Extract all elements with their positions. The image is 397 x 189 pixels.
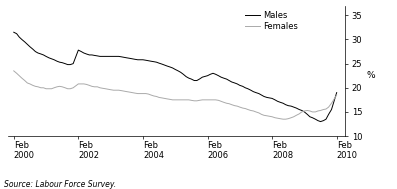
Y-axis label: %: % bbox=[366, 71, 375, 80]
Females bbox=[208, 99, 213, 101]
Legend: Males, Females: Males, Females bbox=[243, 9, 301, 34]
Text: Source: Labour Force Survey.: Source: Labour Force Survey. bbox=[4, 180, 116, 189]
Males bbox=[281, 102, 285, 104]
Males bbox=[273, 99, 278, 101]
Females bbox=[273, 117, 278, 119]
Males bbox=[119, 56, 124, 58]
Females bbox=[227, 103, 231, 105]
Males bbox=[308, 116, 312, 118]
Females bbox=[281, 118, 285, 120]
Males bbox=[12, 31, 16, 33]
Line: Males: Males bbox=[14, 32, 337, 122]
Females bbox=[12, 70, 16, 72]
Males bbox=[227, 79, 231, 82]
Females bbox=[283, 118, 288, 120]
Line: Females: Females bbox=[14, 71, 337, 119]
Males bbox=[318, 120, 323, 123]
Females bbox=[119, 90, 124, 92]
Males bbox=[208, 73, 213, 75]
Males bbox=[334, 91, 339, 94]
Females bbox=[310, 111, 315, 113]
Females bbox=[334, 94, 339, 96]
